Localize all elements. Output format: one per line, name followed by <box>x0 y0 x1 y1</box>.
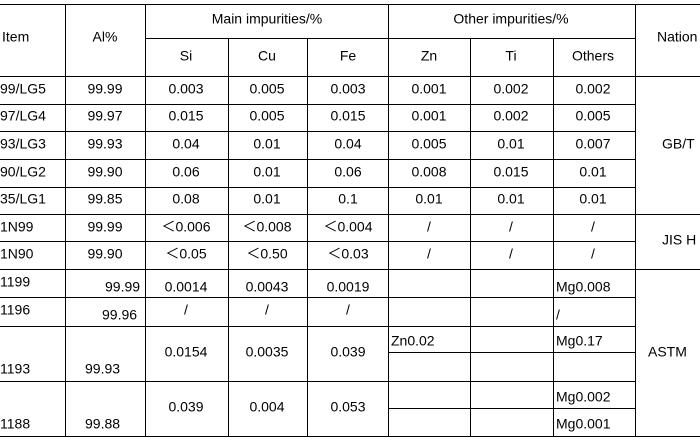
cell: ＜0.008 <box>242 219 291 235</box>
cell: 0.08 <box>172 191 199 207</box>
cell: 0.003 <box>168 81 203 97</box>
cell: 99.99 <box>105 279 140 295</box>
cell: / <box>265 302 269 318</box>
cell: 0.001 <box>411 81 446 97</box>
cell: 0.0019 <box>327 279 370 295</box>
cell: 99.99 <box>87 219 122 235</box>
cell: / <box>591 246 595 262</box>
cell: Mg0.001 <box>556 416 611 432</box>
standard: GB/T <box>662 136 695 152</box>
cell: 1188 <box>0 416 30 432</box>
cell: 0.005 <box>575 108 610 124</box>
cell: 1193 <box>0 361 30 377</box>
cell: 0.0014 <box>165 279 208 295</box>
cell: Zn0.02 <box>391 333 435 349</box>
cell: 99.97 <box>87 108 122 124</box>
grid <box>0 4 700 437</box>
cell: 0.015 <box>493 164 528 180</box>
cell: 0.04 <box>172 136 199 152</box>
cell: 0.01 <box>253 191 280 207</box>
header-cell: Nation <box>657 29 697 45</box>
cell: 99.93 <box>87 136 122 152</box>
header-cell: Zn <box>421 48 437 64</box>
cell: 99.99 <box>87 81 122 97</box>
cell: 35/LG1 <box>0 191 46 207</box>
cell: 0.002 <box>493 108 528 124</box>
cell: / <box>427 246 431 262</box>
cell: 0.039 <box>168 399 203 415</box>
cell: 0.002 <box>575 81 610 97</box>
header-cell: Al% <box>93 29 118 45</box>
cell: / <box>591 219 595 235</box>
cell: / <box>427 219 431 235</box>
cell: 0.007 <box>575 136 610 152</box>
header-cell: Item <box>2 29 29 45</box>
cell: 99.96 <box>102 307 137 323</box>
cell: 0.003 <box>330 81 365 97</box>
cell: Mg0.008 <box>556 279 611 295</box>
cell: 1N99 <box>0 219 34 235</box>
cell: 0.001 <box>411 108 446 124</box>
cell: ＜0.05 <box>165 246 206 262</box>
cell: 0.053 <box>330 399 365 415</box>
header-cell: Main impurities/% <box>212 11 322 27</box>
cell: 0.06 <box>334 164 361 180</box>
cell: 1196 <box>0 302 30 318</box>
header-cell: Si <box>180 48 192 64</box>
cell: 90/LG2 <box>0 164 46 180</box>
cell: 0.015 <box>168 108 203 124</box>
cell: ＜0.006 <box>161 219 210 235</box>
cell: 1199 <box>0 274 30 290</box>
cell: 0.004 <box>249 399 284 415</box>
cell: 0.005 <box>249 81 284 97</box>
cell: / <box>556 307 560 323</box>
cell: 99.93 <box>85 361 120 377</box>
cell: 0.002 <box>493 81 528 97</box>
standard: JIS H <box>662 232 696 248</box>
cell: 99.85 <box>87 191 122 207</box>
cell: 0.0154 <box>165 344 208 360</box>
cell: 0.0035 <box>246 344 289 360</box>
cell: 0.01 <box>579 191 606 207</box>
cell: 0.1 <box>338 191 358 207</box>
cell: 0.06 <box>172 164 199 180</box>
cell: 0.04 <box>334 136 361 152</box>
header-cell: Fe <box>340 48 357 64</box>
header-cell: Cu <box>258 48 276 64</box>
cell: 1N90 <box>0 246 34 262</box>
cell: / <box>509 219 513 235</box>
cell: 99.90 <box>87 164 122 180</box>
cell: 0.01 <box>415 191 442 207</box>
cell: / <box>509 246 513 262</box>
cell: 0.01 <box>497 136 524 152</box>
cell: Mg0.17 <box>556 333 603 349</box>
cell: ＜0.03 <box>327 246 368 262</box>
cell: ＜0.50 <box>246 246 287 262</box>
cell: ＜0.004 <box>323 219 372 235</box>
header-cell: Others <box>572 48 614 64</box>
header-cell: Ti <box>505 48 516 64</box>
cell: 97/LG4 <box>0 108 46 124</box>
header-cell: Other impurities/% <box>453 11 568 27</box>
standard: ASTM <box>648 344 687 360</box>
cell: 99.88 <box>85 416 120 432</box>
cell: / <box>184 302 188 318</box>
cell: 0.039 <box>330 344 365 360</box>
cell: 93/LG3 <box>0 136 46 152</box>
cell: 0.005 <box>411 136 446 152</box>
cell: 0.015 <box>330 108 365 124</box>
cell: 0.01 <box>253 136 280 152</box>
cell: 99/LG5 <box>0 81 46 97</box>
cell: 99.90 <box>87 246 122 262</box>
cell: 0.005 <box>249 108 284 124</box>
cell: 0.01 <box>253 164 280 180</box>
cell: / <box>346 302 350 318</box>
cell: 0.01 <box>497 191 524 207</box>
cell: 0.01 <box>579 164 606 180</box>
cell: 0.0043 <box>246 279 289 295</box>
cell: 0.008 <box>411 164 446 180</box>
cell: Mg0.002 <box>556 389 611 405</box>
